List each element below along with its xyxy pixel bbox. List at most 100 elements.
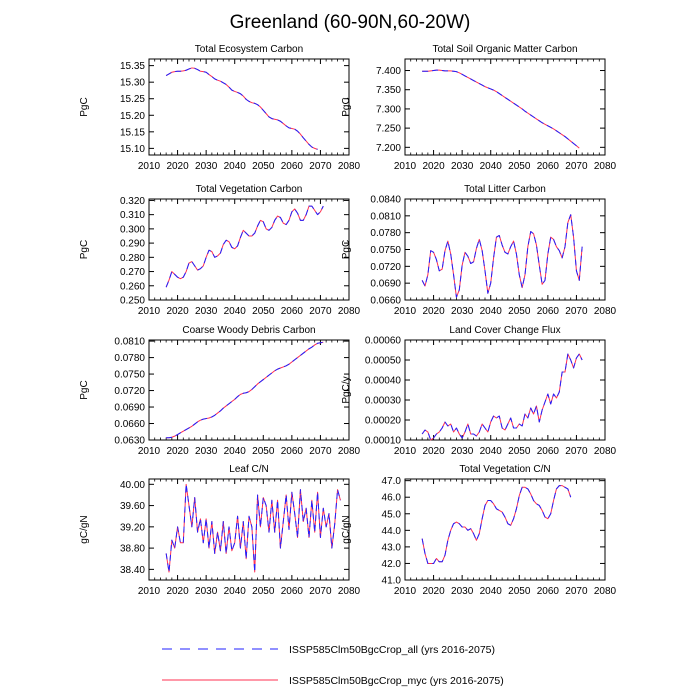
x-tick-label: 2010 — [138, 306, 161, 317]
series-line-issp585clm50bgccrop-myc — [422, 69, 580, 149]
y-tick-label: 7.400 — [376, 66, 401, 77]
y-tick-label: 0.0630 — [114, 436, 145, 447]
x-tick-label: 2060 — [537, 446, 560, 457]
x-tick-label: 2040 — [480, 446, 503, 457]
y-tick-label: 39.20 — [120, 522, 145, 533]
plot-frame — [404, 478, 606, 581]
y-axis-label: PgC — [79, 97, 90, 116]
x-tick-label: 2050 — [252, 446, 275, 457]
panel-title: Total Vegetation Carbon — [196, 184, 303, 195]
series-line-issp585clm50bgccrop-myc — [165, 67, 318, 150]
y-tick-label: 45.0 — [382, 509, 402, 520]
x-tick-label: 2070 — [309, 586, 332, 597]
x-tick-label: 2010 — [138, 446, 161, 457]
y-tick-label: 0.00010 — [365, 436, 402, 447]
y-tick-label: 15.10 — [120, 144, 145, 155]
y-tick-label: 43.0 — [382, 542, 402, 553]
x-tick-label: 2030 — [195, 586, 218, 597]
panel-title: Total Litter Carbon — [464, 184, 546, 195]
x-tick-label: 2070 — [565, 586, 588, 597]
y-axis-label: PgC/y — [341, 376, 352, 403]
y-tick-label: 0.260 — [120, 281, 145, 292]
series-line-issp585clm50bgccrop-all — [422, 69, 580, 149]
x-tick-label: 2020 — [166, 586, 189, 597]
y-tick-label: 0.280 — [120, 253, 145, 264]
series-line-issp585clm50bgccrop-all — [165, 205, 324, 288]
x-tick-label: 2060 — [537, 586, 560, 597]
y-tick-label: 0.0690 — [370, 279, 401, 290]
y-tick-label: 7.300 — [376, 104, 401, 115]
y-tick-label: 38.40 — [120, 565, 145, 576]
y-tick-label: 0.00050 — [365, 356, 402, 367]
y-tick-label: 0.290 — [120, 239, 145, 250]
x-tick-label: 2040 — [480, 586, 503, 597]
y-tick-label: 15.30 — [120, 78, 145, 89]
y-tick-label: 42.0 — [382, 559, 402, 570]
x-tick-label: 2020 — [166, 446, 189, 457]
x-tick-label: 2060 — [537, 306, 560, 317]
x-tick-label: 2040 — [480, 306, 503, 317]
x-tick-label: 2080 — [338, 161, 361, 172]
x-tick-label: 2080 — [338, 306, 361, 317]
x-tick-label: 2020 — [422, 161, 445, 172]
x-tick-label: 2030 — [195, 161, 218, 172]
panel-title: Total Ecosystem Carbon — [195, 44, 303, 55]
series-line-issp585clm50bgccrop-myc — [421, 214, 583, 298]
x-tick-label: 2030 — [195, 446, 218, 457]
x-tick-label: 2060 — [281, 161, 304, 172]
y-tick-label: 39.60 — [120, 501, 145, 512]
x-tick-label: 2010 — [138, 586, 161, 597]
y-tick-label: 0.0810 — [370, 211, 401, 222]
x-tick-label: 2080 — [338, 586, 361, 597]
x-tick-label: 2010 — [394, 446, 417, 457]
y-tick-label: 0.00060 — [365, 336, 402, 347]
panel-coarse-woody-debris-carbon: Coarse Woody Debris Carbon 2010 2020 2030 20… — [79, 325, 361, 457]
y-tick-label: 0.00030 — [365, 396, 402, 407]
x-tick-label: 2070 — [565, 446, 588, 457]
x-tick-label: 2030 — [451, 306, 474, 317]
panel-total-litter-carbon: Total Litter Carbon 2010 2020 2030 2040 2050 2… — [341, 184, 617, 317]
panel-title: Leaf C/N — [229, 464, 268, 475]
x-tick-label: 2010 — [138, 161, 161, 172]
series-line-issp585clm50bgccrop-myc — [166, 341, 324, 439]
y-tick-label: 0.0750 — [370, 245, 401, 256]
y-axis-label: PgC — [341, 97, 352, 116]
x-tick-label: 2040 — [224, 161, 247, 172]
plot-frame — [404, 339, 606, 441]
x-tick-label: 2050 — [508, 306, 531, 317]
y-tick-label: 0.0660 — [114, 419, 145, 430]
y-tick-label: 0.270 — [120, 267, 145, 278]
x-tick-label: 2030 — [451, 161, 474, 172]
y-tick-label: 7.200 — [376, 143, 401, 154]
x-tick-label: 2010 — [394, 586, 417, 597]
x-tick-label: 2050 — [508, 586, 531, 597]
plot-frame — [148, 58, 350, 156]
x-tick-label: 2030 — [195, 306, 218, 317]
y-tick-label: 7.350 — [376, 85, 401, 96]
y-tick-label: 0.250 — [120, 296, 145, 307]
y-axis-label: gC/gN — [341, 515, 352, 543]
y-tick-label: 15.35 — [120, 61, 145, 72]
x-tick-label: 2020 — [422, 306, 445, 317]
y-axis-label: PgC — [79, 240, 90, 259]
x-tick-label: 2040 — [224, 446, 247, 457]
panel-total-vegetation-c-n: Total Vegetation C/N 2010 2020 2030 2040 2050… — [341, 464, 617, 597]
x-tick-label: 2020 — [166, 306, 189, 317]
x-tick-label: 2060 — [281, 446, 304, 457]
y-axis-label: PgC — [79, 380, 90, 399]
x-tick-label: 2060 — [537, 161, 560, 172]
x-tick-label: 2050 — [252, 306, 275, 317]
y-tick-label: 0.320 — [120, 196, 145, 207]
x-tick-label: 2030 — [451, 446, 474, 457]
y-tick-label: 0.0840 — [370, 195, 401, 206]
series-line-issp585clm50bgccrop-all — [165, 67, 318, 150]
x-tick-label: 2080 — [594, 306, 617, 317]
y-tick-label: 0.0690 — [114, 403, 145, 414]
x-tick-label: 2030 — [451, 586, 474, 597]
series-line-issp585clm50bgccrop-all — [166, 341, 324, 439]
series-line-issp585clm50bgccrop-all — [421, 485, 572, 564]
panel-land-cover-change-flux: Land Cover Change Flux 2010 2020 2030 2040 20… — [341, 325, 617, 457]
panel-total-ecosystem-carbon: Total Ecosystem Carbon 2010 2020 2030 2040 20… — [79, 44, 361, 172]
x-tick-label: 2050 — [252, 161, 275, 172]
